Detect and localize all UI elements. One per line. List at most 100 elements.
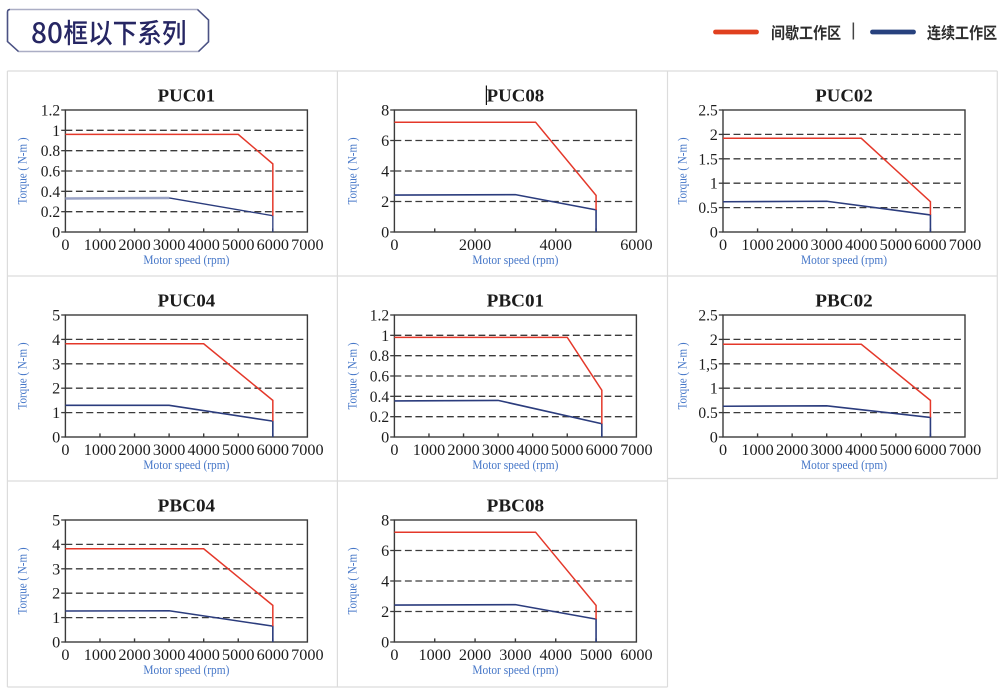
svg-text:0: 0: [390, 441, 398, 459]
svg-text:2: 2: [710, 331, 718, 349]
svg-text:7000: 7000: [291, 441, 323, 459]
svg-text:0.4: 0.4: [370, 388, 389, 406]
svg-text:2000: 2000: [118, 236, 150, 254]
svg-text:5: 5: [52, 307, 60, 325]
svg-text:4: 4: [52, 536, 60, 554]
svg-text:PUC04: PUC04: [158, 291, 216, 311]
svg-text:5000: 5000: [222, 646, 254, 664]
svg-text:4000: 4000: [187, 441, 219, 459]
svg-text:6000: 6000: [914, 236, 946, 254]
svg-text:2000: 2000: [776, 236, 808, 254]
svg-text:6000: 6000: [257, 441, 289, 459]
svg-text:0: 0: [52, 634, 60, 652]
svg-text:1: 1: [710, 175, 718, 193]
svg-text:Torque ( N-m ): Torque ( N-m ): [675, 138, 690, 205]
svg-text:2000: 2000: [459, 646, 491, 664]
svg-text:6000: 6000: [257, 236, 289, 254]
svg-text:7000: 7000: [291, 236, 323, 254]
svg-text:1.2: 1.2: [41, 102, 60, 120]
svg-text:0: 0: [381, 429, 389, 447]
svg-text:2: 2: [381, 603, 389, 621]
svg-text:Motor speed (rpm): Motor speed (rpm): [472, 457, 558, 472]
svg-text:4000: 4000: [516, 441, 548, 459]
svg-text:4000: 4000: [187, 236, 219, 254]
svg-text:2000: 2000: [459, 236, 491, 254]
svg-text:0: 0: [719, 236, 727, 254]
svg-text:1000: 1000: [741, 236, 773, 254]
svg-text:6000: 6000: [914, 441, 946, 459]
svg-text:Torque ( N-m ): Torque ( N-m ): [14, 343, 29, 410]
svg-text:5000: 5000: [222, 236, 254, 254]
svg-text:1.5: 1.5: [698, 150, 717, 168]
svg-text:5000: 5000: [580, 646, 612, 664]
svg-text:0: 0: [52, 224, 60, 242]
svg-text:Motor speed (rpm): Motor speed (rpm): [801, 252, 887, 267]
svg-text:7000: 7000: [291, 646, 323, 664]
svg-text:4000: 4000: [845, 441, 877, 459]
svg-text:Torque ( N-m ): Torque ( N-m ): [344, 548, 359, 615]
svg-text:4000: 4000: [540, 236, 572, 254]
svg-text:0.5: 0.5: [698, 404, 717, 422]
svg-text:PBC01: PBC01: [487, 291, 545, 311]
svg-text:1: 1: [710, 380, 718, 398]
svg-text:6: 6: [381, 132, 389, 150]
svg-text:0: 0: [390, 236, 398, 254]
svg-text:0.8: 0.8: [370, 347, 389, 365]
svg-text:3: 3: [52, 560, 60, 578]
svg-text:3000: 3000: [153, 441, 185, 459]
svg-text:PUC02: PUC02: [815, 86, 873, 106]
svg-text:PBC04: PBC04: [158, 496, 216, 516]
svg-text:6: 6: [381, 542, 389, 560]
svg-text:PUC08: PUC08: [487, 86, 545, 106]
svg-text:0: 0: [381, 224, 389, 242]
svg-text:0: 0: [381, 634, 389, 652]
svg-text:0: 0: [52, 429, 60, 447]
svg-text:5000: 5000: [880, 236, 912, 254]
svg-text:6000: 6000: [257, 646, 289, 664]
svg-text:3000: 3000: [153, 236, 185, 254]
svg-text:3000: 3000: [811, 236, 843, 254]
svg-text:1: 1: [52, 404, 60, 422]
svg-text:5000: 5000: [551, 441, 583, 459]
svg-text:1000: 1000: [84, 441, 116, 459]
svg-text:2000: 2000: [447, 441, 479, 459]
svg-text:1.2: 1.2: [370, 307, 389, 325]
svg-text:3000: 3000: [153, 646, 185, 664]
svg-text:2.5: 2.5: [698, 102, 717, 120]
svg-text:0.6: 0.6: [370, 368, 389, 386]
svg-text:4: 4: [52, 331, 60, 349]
svg-text:1: 1: [52, 122, 60, 140]
svg-text:0.8: 0.8: [41, 142, 60, 160]
svg-text:1000: 1000: [84, 236, 116, 254]
svg-text:PBC02: PBC02: [815, 291, 873, 311]
svg-text:2: 2: [710, 126, 718, 144]
svg-text:0: 0: [61, 441, 69, 459]
svg-text:3000: 3000: [482, 441, 514, 459]
svg-text:0.2: 0.2: [370, 408, 389, 426]
svg-text:3000: 3000: [811, 441, 843, 459]
svg-text:7000: 7000: [949, 441, 981, 459]
svg-text:Motor speed (rpm): Motor speed (rpm): [143, 457, 229, 472]
svg-text:2: 2: [52, 380, 60, 398]
svg-text:Torque ( N-m ): Torque ( N-m ): [344, 343, 359, 410]
svg-text:1,5: 1,5: [698, 355, 717, 373]
svg-text:Torque ( N-m ): Torque ( N-m ): [675, 343, 690, 410]
svg-text:0: 0: [710, 224, 718, 242]
svg-text:Torque ( N-m ): Torque ( N-m ): [14, 138, 29, 205]
svg-text:0: 0: [719, 441, 727, 459]
svg-text:Torque ( N-m ): Torque ( N-m ): [14, 548, 29, 615]
svg-text:4000: 4000: [540, 646, 572, 664]
svg-text:1000: 1000: [419, 646, 451, 664]
svg-text:8: 8: [381, 102, 389, 120]
svg-text:2000: 2000: [776, 441, 808, 459]
svg-text:7000: 7000: [949, 236, 981, 254]
svg-text:0: 0: [710, 429, 718, 447]
svg-text:2000: 2000: [118, 441, 150, 459]
svg-text:0: 0: [61, 236, 69, 254]
svg-text:0.5: 0.5: [698, 199, 717, 217]
svg-text:1000: 1000: [84, 646, 116, 664]
svg-text:4: 4: [381, 573, 389, 591]
svg-text:0.2: 0.2: [41, 203, 60, 221]
svg-text:7000: 7000: [620, 441, 652, 459]
svg-text:Motor speed (rpm): Motor speed (rpm): [801, 457, 887, 472]
